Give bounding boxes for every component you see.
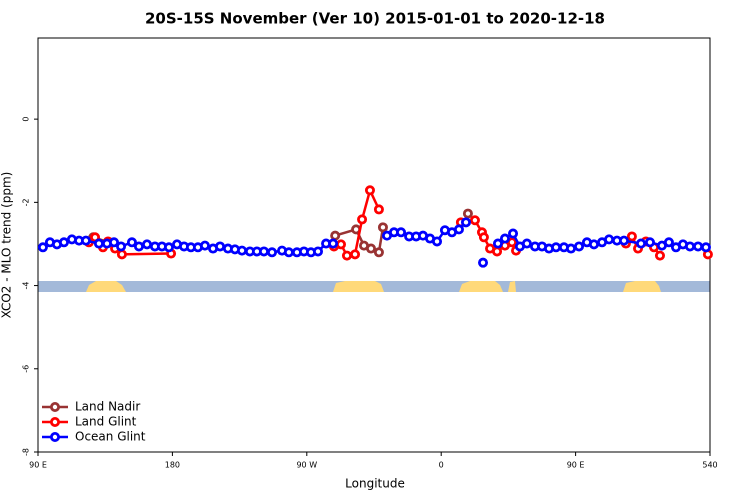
data-point <box>478 257 489 268</box>
data-point <box>644 237 655 248</box>
data-point <box>163 242 174 253</box>
data-point <box>492 238 503 249</box>
data-point <box>663 237 674 248</box>
data-point <box>283 247 294 258</box>
land-patch <box>623 281 661 292</box>
data-point <box>330 230 341 241</box>
data-point <box>684 241 695 252</box>
legend-marker <box>50 431 61 442</box>
legend-label: Land Nadir <box>75 400 140 414</box>
data-point <box>116 249 127 260</box>
data-point <box>341 250 352 261</box>
data-point <box>109 237 120 248</box>
y-tick-label: -4 <box>22 282 31 290</box>
data-point <box>199 240 210 251</box>
legend-label: Land Glint <box>75 415 137 429</box>
legend-label: Ocean Glint <box>75 430 146 444</box>
data-point <box>93 238 104 249</box>
data-point <box>373 247 384 258</box>
data-point <box>508 228 519 239</box>
x-tick-label: 0 <box>439 461 444 470</box>
data-point <box>506 237 517 248</box>
y-tick-label: -2 <box>22 198 31 206</box>
x-tick-label: 90 E <box>567 461 585 470</box>
data-point <box>693 241 704 252</box>
data-point <box>478 232 489 243</box>
data-point <box>133 241 144 252</box>
data-point <box>551 242 562 253</box>
data-point <box>460 217 471 228</box>
data-point <box>258 246 269 257</box>
data-point <box>116 241 127 252</box>
data-point <box>366 243 377 254</box>
data-point <box>80 235 91 246</box>
data-point <box>565 243 576 254</box>
x-tick-label: 180 <box>165 461 180 470</box>
data-point <box>453 224 464 235</box>
data-point <box>37 242 48 253</box>
y-tick-label: 0 <box>22 117 31 122</box>
data-point <box>236 245 247 256</box>
land-patch <box>508 281 516 292</box>
data-point <box>312 246 323 257</box>
data-point <box>377 222 388 233</box>
data-point <box>364 185 375 196</box>
y-tick-label: -6 <box>22 365 31 373</box>
data-point <box>215 241 226 252</box>
data-point <box>469 215 480 226</box>
data-point <box>700 242 711 253</box>
land-patch <box>333 281 384 292</box>
data-point <box>357 214 368 225</box>
legend-marker <box>50 416 61 427</box>
x-axis-label: Longitude <box>345 477 405 491</box>
data-point <box>373 204 384 215</box>
data-point <box>142 239 153 250</box>
surface-strip <box>38 281 710 292</box>
x-tick-label: 90 W <box>296 461 317 470</box>
data-point <box>654 250 665 261</box>
data-point <box>626 231 637 242</box>
data-point <box>588 239 599 250</box>
chart-title: 20S-15S November (Ver 10) 2015-01-01 to … <box>145 10 605 28</box>
y-axis-label: XCO2 - MLO trend (ppm) <box>0 172 14 319</box>
x-tick-label: 540 <box>702 461 717 470</box>
data-point <box>328 238 339 249</box>
data-point <box>58 237 69 248</box>
data-point <box>521 238 532 249</box>
data-point <box>604 234 615 245</box>
x-tick-label: 90 E <box>29 461 47 470</box>
data-point <box>350 249 361 260</box>
data-point <box>432 236 443 247</box>
land-patch <box>459 281 503 292</box>
data-point <box>126 237 137 248</box>
data-point <box>574 241 585 252</box>
land-patch <box>86 281 126 292</box>
data-point <box>492 246 503 257</box>
y-tick-label: -8 <box>22 448 31 456</box>
data-point <box>335 239 346 250</box>
data-point <box>499 233 510 244</box>
data-point <box>396 227 407 238</box>
data-point <box>618 235 629 246</box>
data-point <box>462 208 473 219</box>
data-point <box>267 247 278 258</box>
legend-marker <box>50 401 61 412</box>
data-point <box>636 238 647 249</box>
